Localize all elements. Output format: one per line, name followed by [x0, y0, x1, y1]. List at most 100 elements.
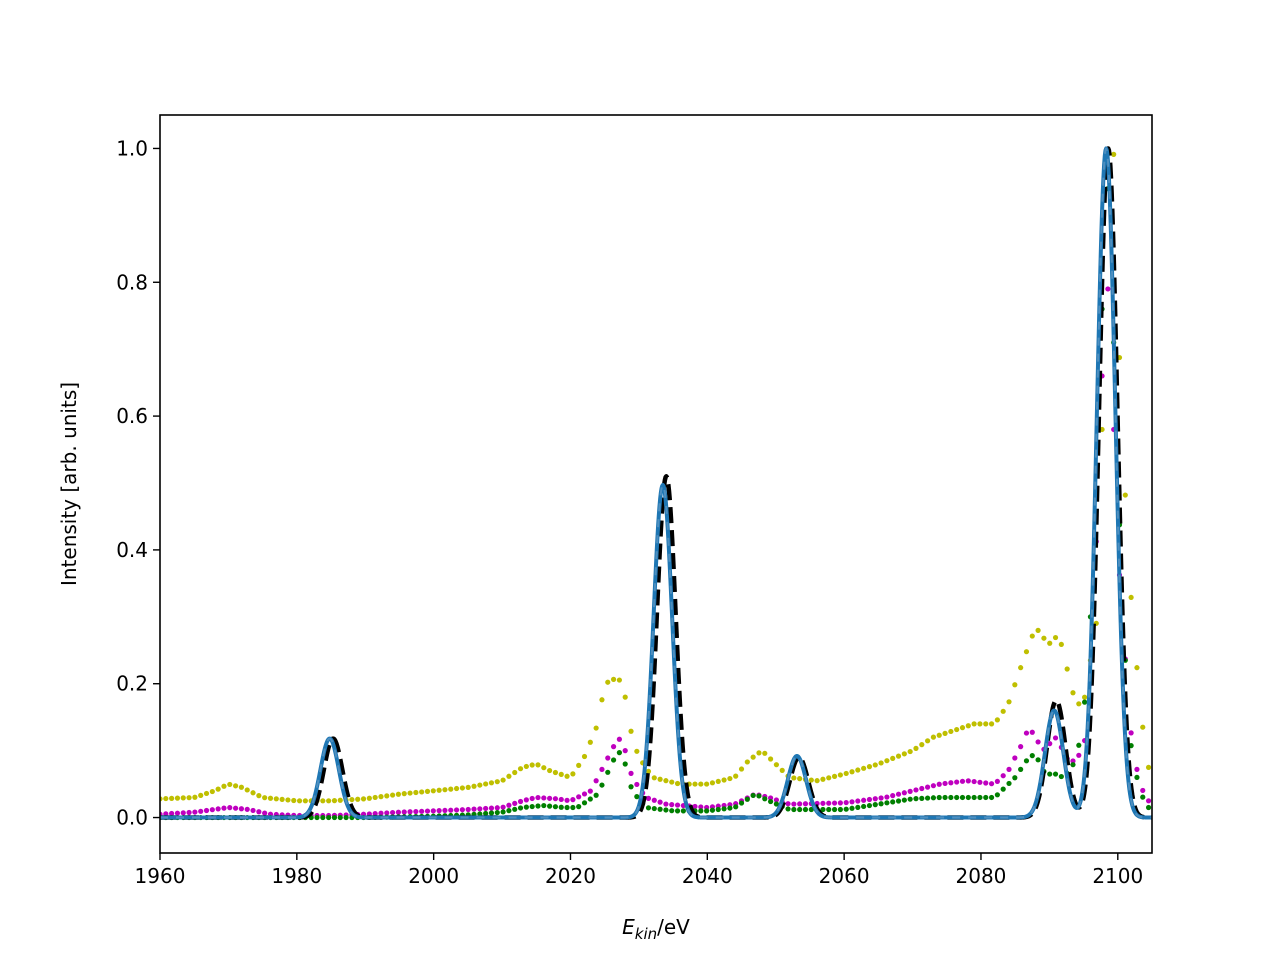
- series-0-point: [907, 748, 913, 755]
- series-1-point: [971, 778, 977, 785]
- series-0-point: [506, 773, 512, 779]
- series-0-point: [1000, 708, 1006, 714]
- series-2-point: [547, 803, 553, 809]
- series-0-point: [337, 797, 343, 803]
- series-1-point: [831, 800, 838, 806]
- series-2-point: [988, 794, 995, 801]
- series-0-point: [198, 792, 204, 798]
- series-0-point: [808, 777, 814, 783]
- series-0-point: [1058, 641, 1064, 648]
- y-tick-label: 0.2: [116, 672, 148, 696]
- series-1-point: [209, 807, 215, 813]
- series-1-point: [378, 810, 384, 816]
- series-0-point: [163, 795, 169, 802]
- series-0-point: [169, 795, 175, 801]
- x-tick-label: 2000: [408, 864, 459, 888]
- series-1-point: [442, 807, 448, 814]
- series-2-point: [506, 808, 512, 814]
- series-0-point: [971, 721, 977, 727]
- series-0-point: [279, 796, 285, 802]
- series-2-point: [791, 806, 797, 813]
- x-tick-label: 1980: [271, 864, 322, 888]
- series-0-point: [628, 728, 634, 734]
- series-0-point: [384, 793, 390, 799]
- series-0-point: [186, 795, 192, 801]
- series-1-point: [599, 766, 605, 772]
- series-0-point: [820, 776, 826, 782]
- series-2-point: [558, 804, 564, 810]
- y-tick-label: 0.8: [116, 270, 148, 294]
- series-0-point: [890, 755, 896, 761]
- series-0-point: [1122, 492, 1128, 498]
- series-2-point: [884, 800, 890, 806]
- series-1-point: [250, 807, 256, 814]
- series-0-point: [1076, 701, 1082, 707]
- series-0-point: [663, 778, 669, 784]
- series-1-point: [198, 808, 204, 814]
- series-2-point: [738, 800, 745, 806]
- series-1-point: [657, 799, 663, 805]
- series-0-point: [767, 756, 774, 762]
- series-0-point: [570, 771, 576, 777]
- series-2-point: [314, 814, 320, 821]
- series-0-point: [744, 759, 750, 765]
- series-0-point: [355, 796, 361, 802]
- x-axis-label-subscript: kin: [635, 925, 657, 943]
- series-1-point: [459, 807, 465, 813]
- series-1-point: [913, 787, 919, 793]
- series-2-point: [477, 811, 483, 817]
- series-2-point: [1140, 794, 1146, 800]
- series-1-point: [878, 795, 884, 801]
- series-0-point: [192, 794, 198, 800]
- series-1-point: [977, 779, 983, 785]
- series-1-point: [547, 795, 553, 801]
- series-0-point: [645, 768, 652, 774]
- x-tick-label: 2080: [956, 864, 1007, 888]
- series-1-point: [576, 794, 582, 800]
- series-0-point: [390, 792, 396, 798]
- series-0-point: [419, 789, 425, 795]
- series-0-point: [541, 765, 547, 771]
- series-0-point: [622, 694, 628, 700]
- series-1-point: [238, 806, 245, 812]
- series-0-point: [913, 745, 919, 752]
- series-1-point: [930, 783, 937, 789]
- series-2-point: [767, 798, 774, 805]
- series-0-point: [936, 732, 942, 738]
- series-0-point: [727, 775, 733, 782]
- series-0-point: [866, 764, 873, 770]
- series-0-point: [1029, 633, 1035, 639]
- series-2-point: [488, 810, 495, 816]
- series-1-point: [517, 798, 524, 805]
- series-0-point: [674, 780, 681, 787]
- series-1-point: [523, 797, 529, 803]
- series-2-point: [895, 798, 902, 804]
- series-2-point: [983, 794, 989, 801]
- series-0-point: [471, 783, 477, 789]
- series-2-point: [1012, 775, 1018, 781]
- series-2-point: [785, 806, 791, 812]
- series-1-point: [395, 809, 402, 815]
- series-0-point: [262, 795, 268, 801]
- series-0-point: [983, 721, 989, 727]
- series-0-point: [930, 734, 937, 740]
- series-2-point: [930, 795, 937, 801]
- series-0-point: [756, 750, 762, 756]
- series-1-point: [866, 796, 873, 803]
- series-1-point: [436, 808, 442, 814]
- series-1-point: [959, 778, 966, 784]
- series-0-point: [326, 798, 332, 804]
- series-0-point: [651, 775, 657, 781]
- series-0-point: [1082, 694, 1088, 700]
- series-1-point: [907, 788, 913, 794]
- series-2-point: [866, 802, 873, 809]
- series-2-point: [965, 794, 971, 801]
- series-0-point: [576, 762, 582, 768]
- series-0-point: [430, 788, 436, 794]
- series-2-point: [797, 806, 803, 813]
- series-0-point: [552, 769, 559, 776]
- series-1-point: [1105, 286, 1111, 292]
- series-2-point: [762, 796, 768, 802]
- series-1-point: [605, 755, 611, 761]
